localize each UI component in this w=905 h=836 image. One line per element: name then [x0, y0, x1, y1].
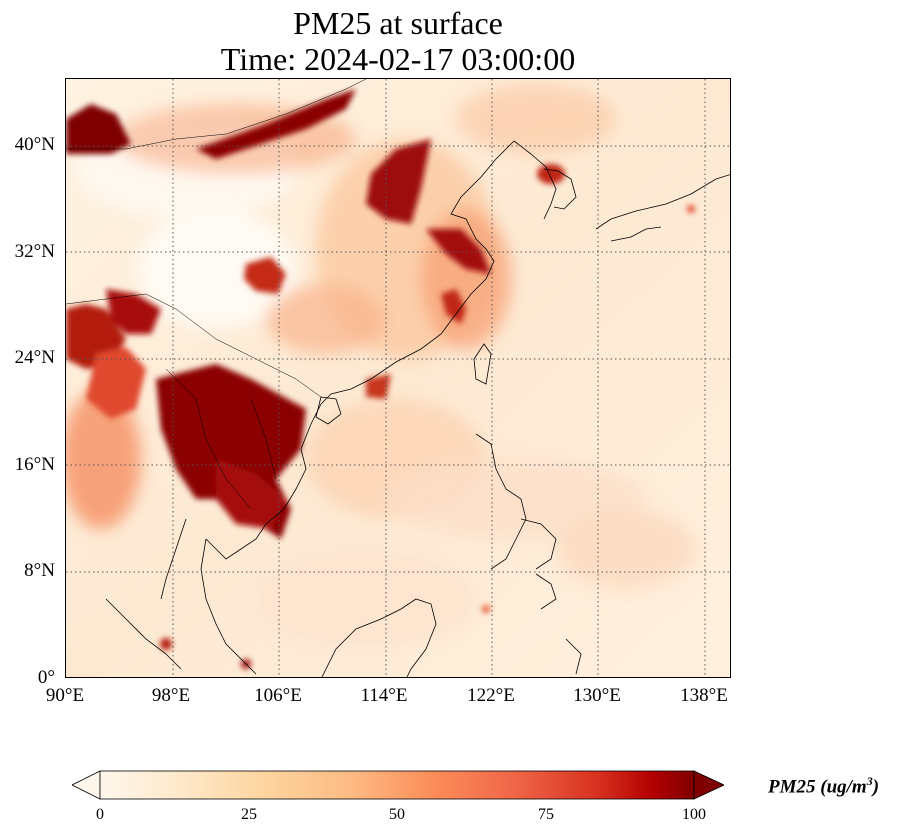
colorbar-tick-75: 75	[538, 806, 554, 823]
lon-label-114e: 114°E	[360, 685, 408, 706]
map-panel	[65, 78, 731, 678]
lat-label-16n: 16°N	[14, 454, 55, 475]
pm25-hotspots	[66, 89, 695, 669]
colorbar-min-extend	[71, 770, 101, 800]
colorbar	[71, 770, 725, 800]
lat-label-8n: 8°N	[24, 560, 55, 581]
lat-label-32n: 32°N	[14, 241, 55, 262]
lon-label-106e: 106°E	[254, 685, 302, 706]
colorbar-tick-100: 100	[682, 806, 706, 823]
lon-label-90e: 90°E	[45, 685, 85, 706]
lon-label-130e: 130°E	[573, 685, 621, 706]
lat-label-0: 0°	[37, 667, 55, 688]
gridlines	[66, 79, 730, 677]
pm25-plumes	[66, 84, 696, 649]
colorbar-tick-25: 25	[241, 806, 257, 823]
colorbar-label: PM25 (ug/m3)	[768, 774, 880, 798]
colorbar-tick-50: 50	[389, 806, 405, 823]
map-title-line1: PM25 at surface	[293, 5, 503, 41]
colorbar-max-extend	[693, 770, 725, 800]
coastlines	[66, 79, 730, 677]
lat-label-24n: 24°N	[14, 347, 55, 368]
colorbar-tick-0: 0	[96, 806, 104, 823]
lon-label-98e: 98°E	[151, 685, 191, 706]
map-title-line2: Time: 2024-02-17 03:00:00	[220, 41, 576, 77]
lon-label-122e: 122°E	[467, 685, 515, 706]
lat-label-40n: 40°N	[14, 134, 55, 155]
colorbar-gradient	[99, 770, 695, 800]
lon-label-138e: 138°E	[680, 685, 728, 706]
